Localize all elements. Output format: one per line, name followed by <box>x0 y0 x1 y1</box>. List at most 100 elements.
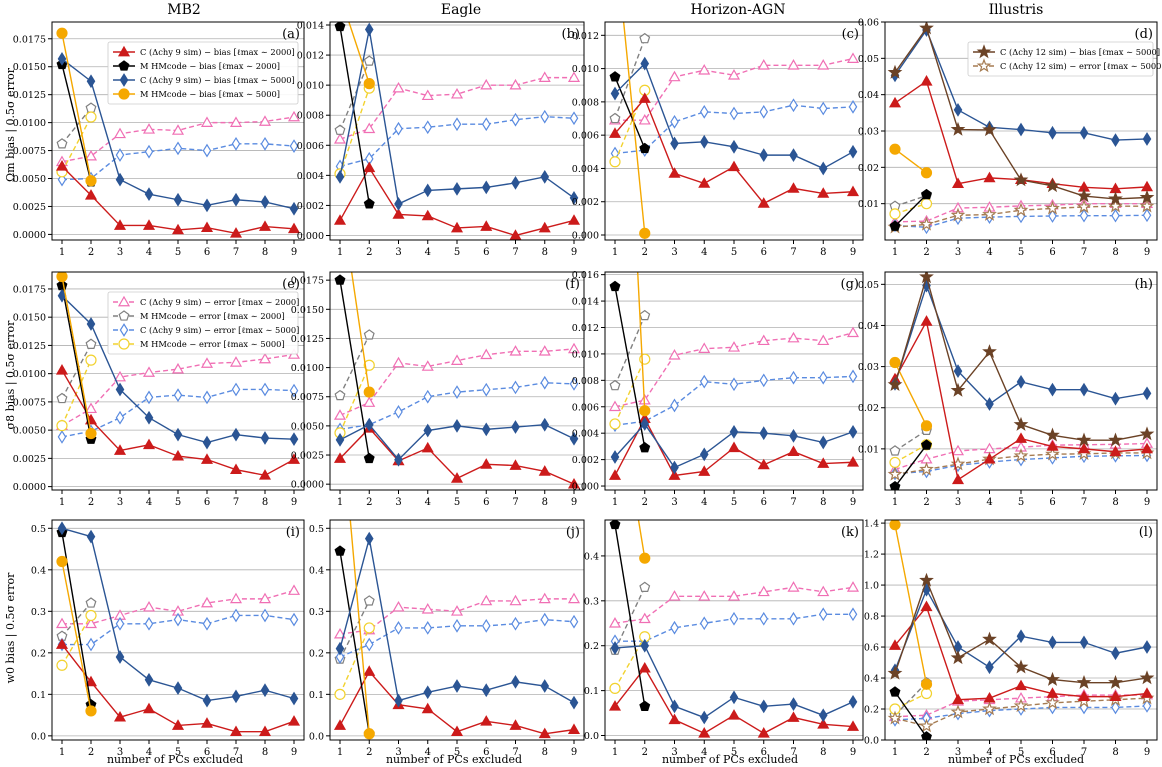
data-point <box>787 711 800 722</box>
data-point <box>364 637 374 652</box>
data-point <box>698 465 711 476</box>
x-tick-label: 2 <box>88 747 94 758</box>
x-tick-label: 5 <box>1018 247 1024 258</box>
plot-area <box>333 272 581 489</box>
data-point <box>919 461 934 476</box>
data-point <box>171 362 185 374</box>
series-c9-bias <box>608 92 860 208</box>
data-point <box>289 612 299 627</box>
y-tick-label: 0.000 <box>572 482 599 493</box>
x-tick-label: 8 <box>1112 247 1118 258</box>
x-axis-labels: number of PCs excluded number of PCs exc… <box>107 753 1084 766</box>
data-point <box>729 106 739 121</box>
x-tick-label: 7 <box>790 747 796 758</box>
series-line <box>614 636 646 689</box>
data-point <box>567 71 581 82</box>
data-point <box>423 621 433 635</box>
data-point <box>1014 679 1028 691</box>
series-line <box>348 22 370 84</box>
data-point <box>1108 432 1123 447</box>
x-tick-label: 2 <box>923 497 929 508</box>
y-tick-label: 0.2 <box>584 641 599 652</box>
data-point <box>452 117 462 132</box>
data-point <box>789 98 798 113</box>
data-point <box>480 348 493 360</box>
series-line <box>614 586 854 624</box>
data-point <box>363 78 375 90</box>
data-point <box>950 650 966 665</box>
data-point <box>86 74 96 89</box>
x-tick-label: 1 <box>612 247 618 258</box>
data-point <box>951 177 965 189</box>
data-point <box>699 104 709 119</box>
data-point <box>950 207 966 222</box>
y-tick-label: 0.0175 <box>291 276 324 287</box>
x-tick-label: 9 <box>571 247 577 258</box>
data-point <box>86 637 96 652</box>
data-point <box>200 717 214 728</box>
data-point <box>1139 189 1155 204</box>
series-hm5000-bias <box>56 272 97 440</box>
plot-area <box>55 521 301 737</box>
x-tick-label: 3 <box>671 497 677 508</box>
legend-a: C (Δchy 9 sim) − bias [ℓmax ∼ 2000] M HMc… <box>107 41 299 105</box>
data-point <box>639 552 651 564</box>
data-point <box>698 342 711 353</box>
data-point <box>757 334 770 346</box>
data-point <box>113 127 127 139</box>
data-point <box>142 702 156 714</box>
data-point <box>511 675 520 689</box>
series-hm5000-bias <box>56 27 97 187</box>
data-point <box>509 594 522 606</box>
data-point <box>229 227 243 238</box>
data-point <box>231 382 241 397</box>
plot-area <box>887 272 1155 490</box>
data-point <box>610 450 620 464</box>
data-point <box>889 480 901 490</box>
y-tick-label: 0.010 <box>572 64 599 75</box>
data-point <box>289 432 299 447</box>
x-tick-label: 8 <box>820 247 826 258</box>
data-point <box>200 357 214 368</box>
data-point <box>1108 191 1123 206</box>
y-tick-label: 0.0000 <box>13 230 46 241</box>
data-point <box>115 616 125 631</box>
data-point <box>258 469 272 480</box>
series-c12-err <box>887 198 1155 234</box>
row-ylabels: Ωm bias | 0.5σ error σ8 bias | 0.5σ erro… <box>4 67 18 683</box>
data-point <box>200 116 214 127</box>
x-tick-label: 9 <box>850 497 856 508</box>
data-point <box>57 521 67 536</box>
x-tick-label: 6 <box>204 747 210 758</box>
data-point <box>229 356 243 367</box>
data-point <box>55 638 69 649</box>
data-point <box>887 665 903 680</box>
data-point <box>848 99 858 114</box>
data-point <box>727 69 741 80</box>
data-point <box>1111 646 1120 661</box>
data-point <box>920 678 933 690</box>
data-point <box>511 112 520 127</box>
data-point <box>540 109 550 124</box>
data-point <box>1109 690 1122 701</box>
data-point <box>452 419 462 433</box>
legend-label: M HMcode − error [ℓmax ∼ 5000] <box>140 339 285 349</box>
data-point <box>848 607 858 622</box>
data-point <box>85 354 97 366</box>
series-hm5000-bias <box>350 272 375 398</box>
data-point <box>1079 382 1089 397</box>
x-tick-label: 9 <box>291 497 297 508</box>
series-hm2000-bias <box>889 686 932 740</box>
series-line <box>339 627 370 695</box>
data-point <box>1046 440 1059 451</box>
data-point <box>540 375 550 390</box>
y-tick-label: 0.012 <box>572 31 599 42</box>
data-point <box>258 352 272 364</box>
series-line <box>61 285 92 440</box>
series-hm2000-bias <box>609 280 651 453</box>
y-tick-label: 0.05 <box>858 280 879 291</box>
y-tick-label: 0.006 <box>572 402 599 413</box>
data-point <box>1045 427 1060 442</box>
data-point <box>287 584 301 595</box>
data-point <box>423 120 433 135</box>
